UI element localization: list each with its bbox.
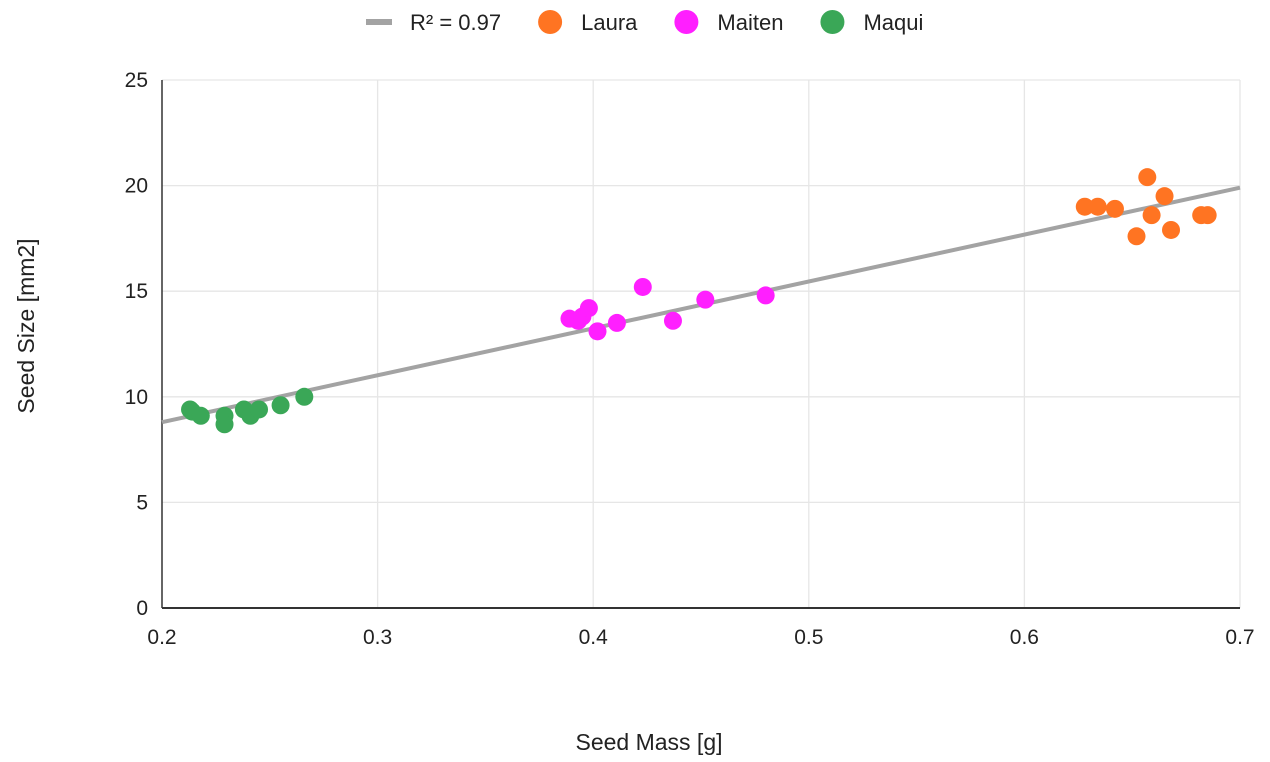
legend-laura-swatch: [538, 10, 563, 34]
x-tick-label: 0.4: [579, 626, 609, 649]
data-point: [1155, 187, 1174, 206]
y-tick-label: 5: [136, 491, 148, 514]
data-points: [181, 168, 1217, 434]
data-point: [588, 322, 607, 341]
x-axis-title: Seed Mass [g]: [575, 729, 722, 755]
y-tick-label: 25: [125, 69, 148, 92]
legend-label: Laura: [581, 10, 638, 35]
x-tick-label: 0.6: [1010, 626, 1039, 649]
data-point: [191, 406, 210, 425]
y-tick-label: 0: [136, 597, 148, 620]
tick-labels: 0.2 0.3 0.4 0.5 0.6 0.7 0 5 10 15 20 25: [125, 69, 1255, 649]
grid-lines: [162, 79, 1241, 608]
axes: [161, 80, 1240, 609]
series-maqui: [181, 387, 314, 434]
data-point: [1088, 197, 1107, 216]
series-laura: [1075, 168, 1217, 246]
data-point: [1198, 206, 1217, 225]
x-tick-label: 0.3: [363, 626, 392, 649]
data-point: [295, 387, 314, 406]
data-point: [696, 290, 715, 309]
y-tick-label: 10: [125, 386, 148, 409]
data-point: [1075, 197, 1094, 216]
y-tick-label: 15: [125, 280, 148, 303]
data-point: [271, 396, 290, 415]
data-point: [1138, 168, 1157, 187]
data-point: [250, 400, 269, 419]
x-tick-label: 0.2: [147, 626, 176, 649]
data-point: [663, 311, 682, 330]
data-point: [756, 286, 775, 305]
series-maiten: [560, 277, 775, 341]
x-tick-label: 0.7: [1225, 626, 1254, 649]
data-point: [1105, 199, 1124, 218]
legend-maiten-swatch: [674, 10, 699, 34]
data-point: [1127, 227, 1146, 246]
data-point: [633, 277, 652, 296]
y-tick-label: 20: [125, 175, 148, 198]
legend: R² = 0.97 Laura Maiten Maqui: [366, 10, 923, 35]
data-point: [1162, 220, 1181, 239]
y-axis-title: Seed Size [mm2]: [13, 238, 39, 413]
legend-maqui-swatch: [820, 10, 845, 34]
legend-label: Maiten: [717, 10, 783, 35]
legend-label: Maqui: [863, 10, 923, 35]
data-point: [607, 313, 626, 332]
x-tick-label: 0.5: [794, 626, 823, 649]
data-point: [215, 415, 234, 434]
data-point: [579, 299, 598, 318]
legend-label: R² = 0.97: [410, 10, 501, 35]
data-point: [1142, 206, 1161, 225]
